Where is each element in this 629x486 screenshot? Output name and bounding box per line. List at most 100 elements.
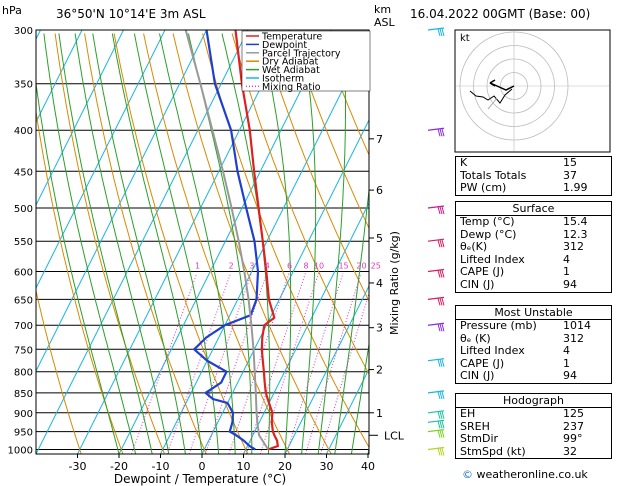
temperature-tick-label: -10 bbox=[152, 460, 170, 473]
isotherm-line bbox=[36, 30, 249, 454]
series-line-dewpoint bbox=[192, 30, 260, 451]
wind-barb-flag bbox=[437, 411, 441, 419]
surface-row: Temp (°C) 15.4 bbox=[460, 215, 588, 228]
wind-barb-flag bbox=[439, 359, 443, 367]
background-lines bbox=[36, 30, 629, 455]
mixing-ratio-tick-label: 25 bbox=[371, 262, 381, 271]
hpa-unit-label: hPa bbox=[2, 4, 22, 17]
mixing-ratio-axis-title: Mixing Ratio (g/kg) bbox=[388, 231, 401, 335]
km-tick-label: 1 bbox=[376, 407, 383, 420]
pressure-tick-label: 350 bbox=[14, 80, 33, 91]
series-line-temperature bbox=[234, 30, 280, 451]
wind-barb-shaft bbox=[427, 322, 445, 326]
pressure-tick-label: 850 bbox=[14, 389, 33, 400]
pressure-tick-label: 500 bbox=[14, 204, 33, 215]
km-tick-label: 7 bbox=[376, 133, 383, 146]
wind-barb-shaft bbox=[427, 419, 445, 423]
wind-barb-flag bbox=[441, 421, 445, 429]
km-label: km bbox=[374, 3, 391, 16]
wind-barb-flag bbox=[439, 421, 443, 429]
pressure-tick-label: 1000 bbox=[8, 445, 33, 456]
km-tick-label: 4 bbox=[376, 277, 383, 290]
wind-barb-shaft bbox=[427, 410, 445, 414]
legend-box bbox=[241, 30, 371, 92]
wet-adiabat bbox=[350, 341, 369, 454]
mixing-ratio-tick-label: 3 bbox=[249, 262, 254, 271]
isotherm-line bbox=[201, 118, 369, 454]
wind-barb-flag bbox=[441, 411, 445, 419]
wind-barb-flag bbox=[439, 128, 443, 137]
dry-adiabat bbox=[616, 34, 629, 455]
isotherm-line bbox=[118, 30, 332, 454]
isotherm-line bbox=[284, 284, 369, 454]
wind-barb-flag bbox=[441, 359, 445, 367]
wind-barb-shaft bbox=[427, 27, 445, 31]
wind-barb-flag bbox=[437, 421, 441, 429]
wind-barb-flag bbox=[441, 270, 445, 278]
isotherm-line bbox=[326, 367, 369, 454]
wind-barb-flag bbox=[439, 270, 443, 278]
wind-barb-shaft bbox=[427, 296, 445, 300]
km-tick-label: 6 bbox=[376, 184, 383, 197]
isotherm-line bbox=[36, 30, 166, 290]
mixing-ratio-line bbox=[245, 273, 306, 454]
legend-label: Parcel Trajectory bbox=[262, 48, 341, 59]
dry-adiabat bbox=[172, 33, 332, 454]
mixing-ratio-tick-label: 20 bbox=[356, 262, 366, 271]
dry-adiabat bbox=[202, 33, 369, 449]
isotherm-line bbox=[160, 35, 369, 454]
hodograph-unit-label: kt bbox=[460, 33, 470, 44]
location-title: 36°50'N 10°14'E 3m ASL bbox=[56, 7, 206, 21]
wind-barb-flag bbox=[439, 239, 443, 248]
wind-barb-flag bbox=[441, 298, 445, 306]
wet-adiabat bbox=[43, 33, 137, 454]
wind-barb-flag bbox=[441, 128, 445, 137]
isotherm-line bbox=[36, 30, 83, 124]
mixing-ratio-tick-label: 2 bbox=[229, 262, 234, 271]
pressure-tick-label: 800 bbox=[14, 368, 33, 379]
temperature-tick-label: 30 bbox=[320, 460, 334, 473]
pressure-tick-label: 300 bbox=[14, 26, 33, 37]
wind-barb-flag bbox=[437, 206, 441, 215]
wet-adiabat bbox=[301, 33, 317, 454]
mixing-ratio-line bbox=[259, 273, 319, 454]
wind-barbs bbox=[427, 27, 445, 456]
dry-adiabat bbox=[54, 33, 165, 454]
hodograph-table: Hodograph EH 125 SREH 237 StmDir 99° StmSpd… bbox=[455, 393, 612, 460]
pressure-tick-label: 650 bbox=[14, 295, 33, 306]
hodograph-trace bbox=[469, 88, 513, 104]
wet-adiabat bbox=[133, 33, 220, 454]
wind-barb-shaft bbox=[427, 429, 445, 433]
surface-row: Dewp (°C) 12.3 bbox=[460, 227, 588, 241]
temperature-tick-label: -30 bbox=[69, 460, 87, 473]
temperature-tick-label: -20 bbox=[110, 460, 128, 473]
dry-adiabat bbox=[84, 33, 207, 454]
isotherm-line bbox=[77, 30, 290, 454]
pressure-tick-label: 550 bbox=[14, 237, 33, 248]
pressure-tick-label: 450 bbox=[14, 167, 33, 178]
wet-adiabat bbox=[92, 33, 186, 454]
lcl-label: LCL bbox=[384, 429, 405, 442]
wind-barb-flag bbox=[439, 206, 443, 215]
series-line-parcel-trajectory bbox=[184, 30, 270, 451]
surface-title: Surface bbox=[456, 202, 611, 216]
wind-barb-flag bbox=[439, 298, 443, 306]
legend-label: Isotherm bbox=[262, 74, 304, 85]
dry-adiabat bbox=[143, 33, 290, 454]
wet-adiabat bbox=[36, 80, 120, 454]
wet-adiabat bbox=[317, 33, 346, 454]
surface-row: θₑ(K) 312 bbox=[460, 240, 584, 254]
pressure-tick-label: 400 bbox=[14, 126, 33, 137]
wind-barb-flag bbox=[441, 239, 445, 248]
pressure-tick-label: 900 bbox=[14, 409, 33, 420]
mixing-ratio-tick-label: 1 bbox=[195, 262, 200, 271]
wind-barb-shaft bbox=[427, 127, 445, 131]
hodo-row: StmDir 99° bbox=[460, 432, 583, 446]
indices-table: K 15 Totals Totals 37 PW (cm) 1.99 bbox=[455, 156, 612, 196]
wind-barb-flag bbox=[437, 323, 441, 332]
wind-barb-flag bbox=[441, 206, 445, 215]
dry-adiabat bbox=[261, 33, 369, 303]
hodo-row: EH 125 bbox=[460, 407, 584, 420]
wet-adiabat bbox=[221, 33, 271, 454]
